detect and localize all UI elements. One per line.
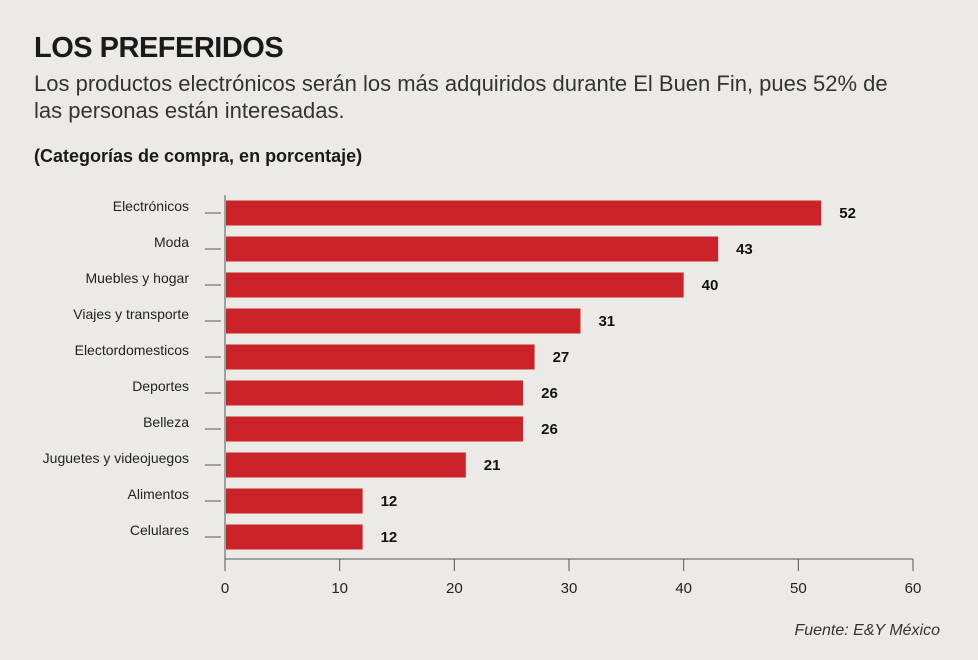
value-label: 12 [381, 529, 398, 546]
x-tick-label: 10 [331, 580, 348, 597]
value-label: 21 [484, 457, 501, 474]
chart-subtitle: Los productos electrónicos serán los más… [34, 71, 888, 123]
category-label: Alimentos [128, 486, 189, 502]
category-label: Electordomesticos [75, 342, 189, 358]
source-note: Fuente: E&Y México [794, 622, 940, 639]
bar [226, 272, 684, 298]
category-label: Belleza [143, 414, 189, 430]
value-label: 31 [598, 313, 615, 330]
value-label: 40 [702, 277, 719, 294]
bar [226, 236, 719, 262]
x-tick-label: 50 [790, 580, 807, 597]
category-label: Celulares [130, 522, 189, 538]
unit-note: (Categorías de compra, en porcentaje) [34, 146, 363, 166]
bar [226, 524, 363, 550]
value-label: 52 [839, 205, 856, 222]
category-label: Electrónicos [113, 198, 189, 214]
value-label: 26 [541, 421, 558, 438]
value-label: 26 [541, 385, 558, 402]
bar [226, 200, 822, 226]
bar [226, 452, 466, 478]
category-label: Moda [154, 234, 189, 250]
chart-title: LOS PREFERIDOS [34, 32, 284, 64]
category-label: Juguetes y videojuegos [43, 450, 189, 466]
bar [226, 488, 363, 514]
x-tick-label: 60 [905, 580, 922, 597]
value-label: 12 [381, 493, 398, 510]
bar [226, 344, 535, 370]
value-label: 27 [553, 349, 570, 366]
bar [226, 308, 581, 334]
category-label: Viajes y transporte [73, 306, 189, 322]
x-tick-label: 30 [561, 580, 578, 597]
value-label: 43 [736, 241, 753, 258]
bar [226, 416, 524, 442]
x-tick-label: 40 [675, 580, 692, 597]
category-label: Muebles y hogar [85, 270, 189, 286]
x-tick-label: 0 [221, 580, 229, 597]
bar [226, 380, 524, 406]
category-label: Deportes [132, 378, 189, 394]
x-tick-label: 20 [446, 580, 463, 597]
